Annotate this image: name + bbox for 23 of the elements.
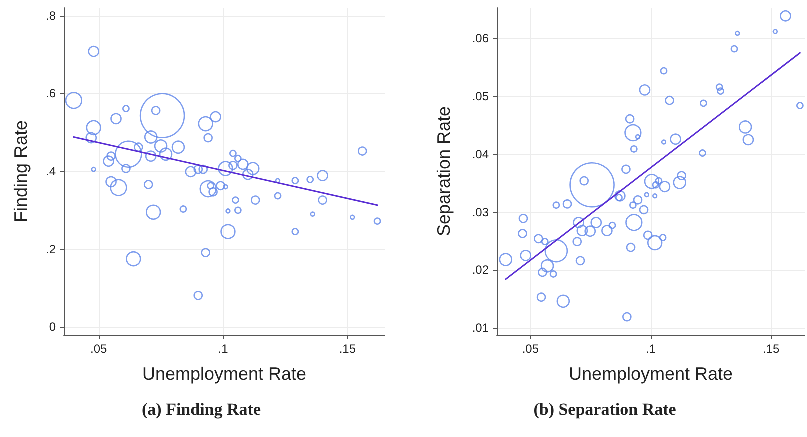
y-tick-label: .2 — [46, 242, 56, 256]
x-tick-label: .1 — [218, 342, 229, 356]
y-tick-label: .4 — [46, 164, 56, 178]
y-tick-label: .01 — [472, 321, 490, 336]
x-tick-label: .15 — [339, 342, 356, 356]
y-tick-label: .04 — [472, 147, 490, 162]
x-tick-label: .05 — [522, 342, 540, 356]
y-tick-label: .05 — [472, 90, 490, 104]
text: (a) Finding Rate — [142, 400, 262, 419]
y-tick-label: .03 — [472, 205, 490, 220]
y-tick-label: .06 — [472, 32, 490, 46]
x-tick-label: .05 — [90, 342, 108, 356]
y-axis-title: Finding Rate — [11, 120, 31, 223]
text: (b) Separation Rate — [534, 400, 677, 419]
x-axis-title: Unemployment Rate — [568, 364, 734, 384]
y-tick-label: .02 — [472, 263, 490, 278]
y-axis-title: Separation Rate — [434, 106, 454, 237]
y-tick-label: .8 — [46, 8, 56, 23]
y-tick-label: 0 — [49, 320, 56, 334]
x-tick-label: .15 — [762, 342, 780, 356]
x-axis-title: Unemployment Rate — [142, 364, 307, 384]
x-tick-label: .1 — [646, 342, 656, 356]
y-tick-label: .6 — [46, 86, 56, 101]
